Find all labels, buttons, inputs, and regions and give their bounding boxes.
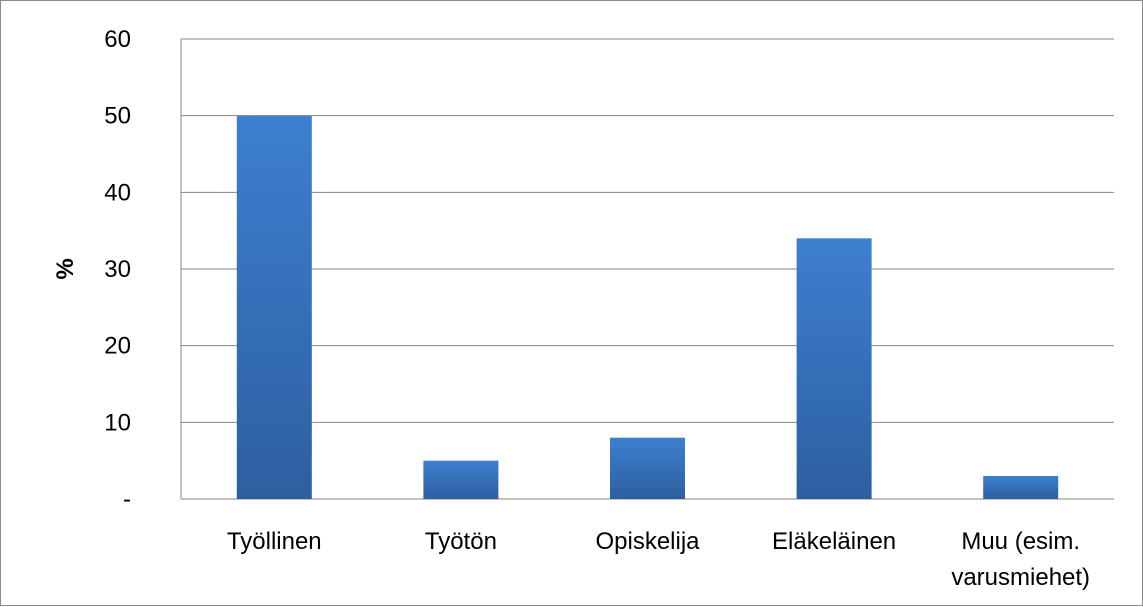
bar [796, 238, 872, 500]
gridlines [180, 38, 1114, 500]
bars [236, 115, 1059, 500]
bar [236, 115, 312, 500]
y-tick-label: 10 [104, 409, 131, 436]
y-axis-title: % [52, 258, 79, 279]
x-tick-label: Työtön [425, 528, 497, 555]
y-axis-tick-labels: - 10 20 30 40 50 60 [104, 26, 131, 513]
y-tick-label: - [123, 486, 131, 513]
x-tick-label: Opiskelija [595, 528, 700, 555]
x-tick-label: Työllinen [227, 528, 322, 555]
x-tick-label: Eläkeläinen [772, 528, 896, 555]
bar [610, 437, 685, 499]
y-tick-label: 40 [104, 179, 131, 206]
y-tick-label: 20 [104, 333, 131, 360]
y-tick-label: 30 [104, 256, 131, 283]
y-tick-label: 50 [104, 103, 131, 130]
bar [983, 476, 1059, 499]
x-axis-tick-labels: Työllinen Työtön Opiskelija Eläkeläinen Muu … [227, 528, 1090, 591]
y-tick-label: 60 [104, 26, 131, 53]
bar [423, 460, 499, 499]
x-tick-label: Muu (esim. varusmiehet) [951, 528, 1090, 591]
